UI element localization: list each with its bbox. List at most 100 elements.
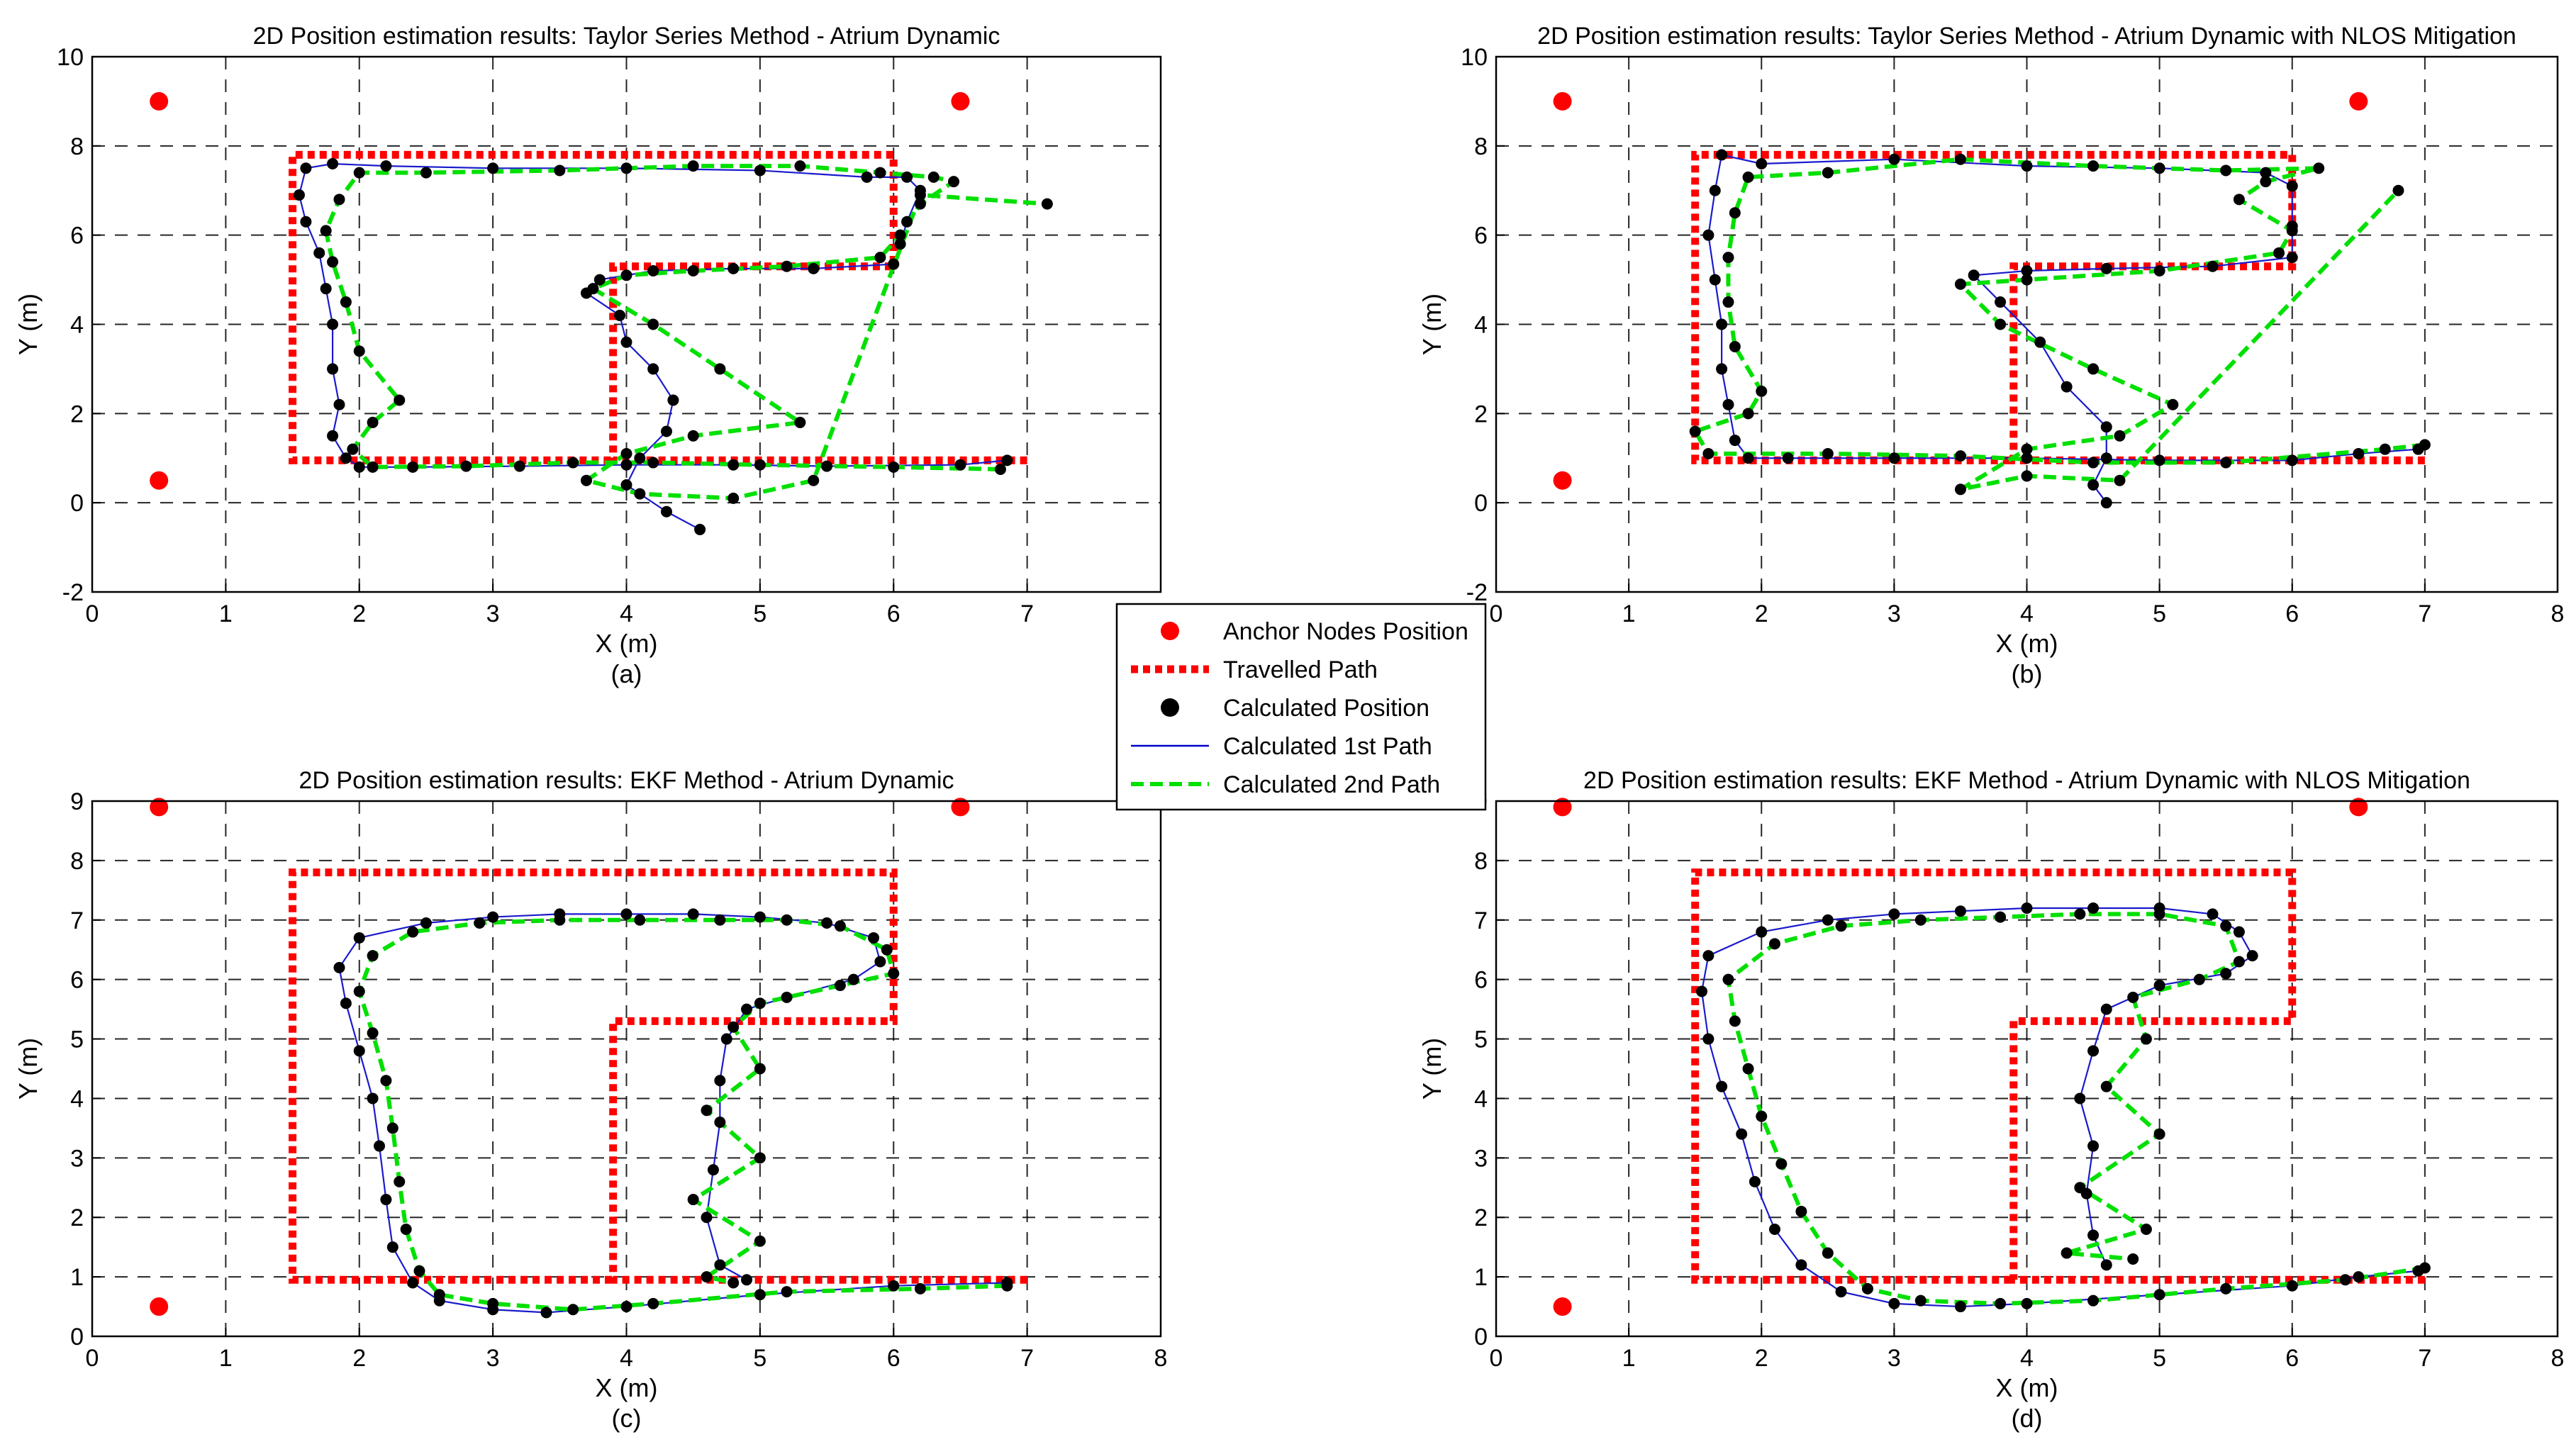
calculated-position-point: [300, 216, 312, 228]
x-tick-label: 1: [219, 1345, 233, 1372]
x-tick-label: 6: [2285, 600, 2299, 627]
calculated-position-point: [2061, 381, 2073, 393]
x-axis-label: X (m): [1996, 629, 2058, 658]
calculated-position-point: [620, 162, 632, 174]
calculated-position-point: [707, 1164, 719, 1176]
calculated-position-point: [1742, 171, 1754, 183]
calculated-position-point: [2286, 180, 2298, 192]
calculated-position-point: [400, 1224, 412, 1235]
calculated-position-point: [914, 1282, 926, 1294]
calculated-position-point: [2260, 167, 2272, 179]
calculated-position-point: [1729, 207, 1741, 219]
calculated-position-point: [754, 1235, 766, 1247]
calculated-position-point: [1888, 153, 1900, 165]
calculated-position-point: [333, 961, 345, 973]
calculated-position-point: [2193, 973, 2205, 985]
calculated-position-point: [420, 917, 432, 929]
y-tick-label: 3: [1474, 1145, 1488, 1172]
anchor-node-point: [2349, 91, 2368, 111]
panel-tag: (c): [612, 1404, 642, 1433]
calculated-position-point: [353, 932, 365, 944]
y-axis-label: Y (m): [1417, 293, 1446, 355]
calculated-position-point: [380, 1075, 392, 1087]
calculated-position-point: [2286, 225, 2298, 237]
y-tick-label: 4: [1474, 1085, 1488, 1112]
anchor-node-point: [150, 471, 169, 490]
calculated-position-point: [2087, 1294, 2100, 1307]
calculated-position-point: [874, 956, 886, 968]
calculated-position-point: [901, 171, 913, 183]
calculated-position-point: [667, 394, 679, 406]
calculated-position-point: [1782, 452, 1794, 464]
y-tick-label: 0: [1474, 1324, 1488, 1350]
calculated-position-point: [2286, 1280, 2298, 1292]
calculated-position-point: [701, 1105, 713, 1117]
calculated-position-point: [567, 1304, 579, 1316]
calculated-position-point: [2021, 470, 2033, 482]
legend-item: Travelled Path: [1131, 656, 1378, 683]
calculated-position-point: [647, 318, 659, 330]
calculated-position-point: [567, 457, 579, 469]
calculated-position-point: [2353, 1271, 2365, 1283]
calculated-position-point: [634, 488, 646, 500]
x-tick-label: 6: [887, 600, 901, 627]
calculated-position-point: [1722, 398, 1734, 410]
calculated-position-point: [741, 1003, 753, 1015]
calculated-position-point: [888, 258, 900, 270]
calculated-position-point: [834, 920, 846, 932]
legend-item: Calculated 2nd Path: [1131, 771, 1440, 798]
calculated-position-point: [407, 926, 419, 938]
panel-title: 2D Position estimation results: EKF Meth…: [299, 767, 954, 794]
calculated-position-point: [474, 917, 486, 929]
legend-label: Calculated Position: [1223, 695, 1429, 722]
calculated-position-point: [874, 252, 886, 264]
calculated-position-point: [781, 991, 793, 1003]
plot-area: [92, 801, 1161, 1336]
y-tick-label: 2: [1474, 1204, 1488, 1231]
calculated-position-point: [948, 176, 960, 188]
calculated-position-point: [2087, 1229, 2100, 1241]
calculated-position-point: [781, 1286, 793, 1298]
panel-tag: (d): [2012, 1404, 2043, 1433]
x-axis-label: X (m): [596, 629, 658, 658]
calculated-position-point: [2339, 1274, 2351, 1286]
calculated-position-point: [2087, 457, 2100, 469]
calculated-position-point: [714, 363, 726, 375]
calculated-position-point: [2100, 421, 2112, 433]
calculated-position-point: [1995, 911, 2007, 923]
calculated-position-point: [634, 914, 646, 926]
calculated-position-point: [593, 274, 606, 286]
calculated-position-point: [647, 265, 659, 276]
calculated-position-point: [614, 309, 626, 321]
travelled-path-line: [289, 868, 1027, 1284]
calculated-position-point: [794, 416, 806, 428]
calculated-position-point: [1822, 167, 1834, 179]
y-tick-label: 7: [1474, 907, 1488, 934]
calculated-position-point: [1709, 274, 1721, 286]
calculated-position-point: [340, 296, 352, 308]
calculated-position-point: [2021, 452, 2033, 464]
calculated-position-point: [313, 247, 325, 259]
calculated-position-point: [2021, 160, 2033, 172]
calculated-position-point: [2392, 184, 2404, 196]
x-tick-label: 4: [620, 1345, 633, 1372]
calculated-position-point: [380, 160, 392, 172]
calculated-position-point: [620, 459, 632, 471]
calculated-position-point: [1709, 184, 1721, 196]
x-axis-label: X (m): [596, 1373, 658, 1402]
x-tick-label: 6: [2285, 1345, 2299, 1372]
calculated-position-point: [888, 461, 900, 473]
calculated-position-point: [320, 283, 332, 295]
calculated-position-point: [620, 336, 632, 348]
calculated-position-point: [2220, 968, 2232, 980]
calculated-position-point: [808, 262, 820, 274]
x-tick-label: 2: [352, 600, 366, 627]
calculated-position-point: [894, 229, 906, 241]
legend-marker: [1161, 622, 1179, 640]
x-tick-label: 2: [352, 1345, 366, 1372]
anchor-node-point: [1553, 1297, 1572, 1316]
calculated-position-point: [994, 463, 1006, 475]
legend-label: Anchor Nodes Position: [1223, 618, 1468, 645]
x-tick-label: 0: [1490, 600, 1503, 627]
